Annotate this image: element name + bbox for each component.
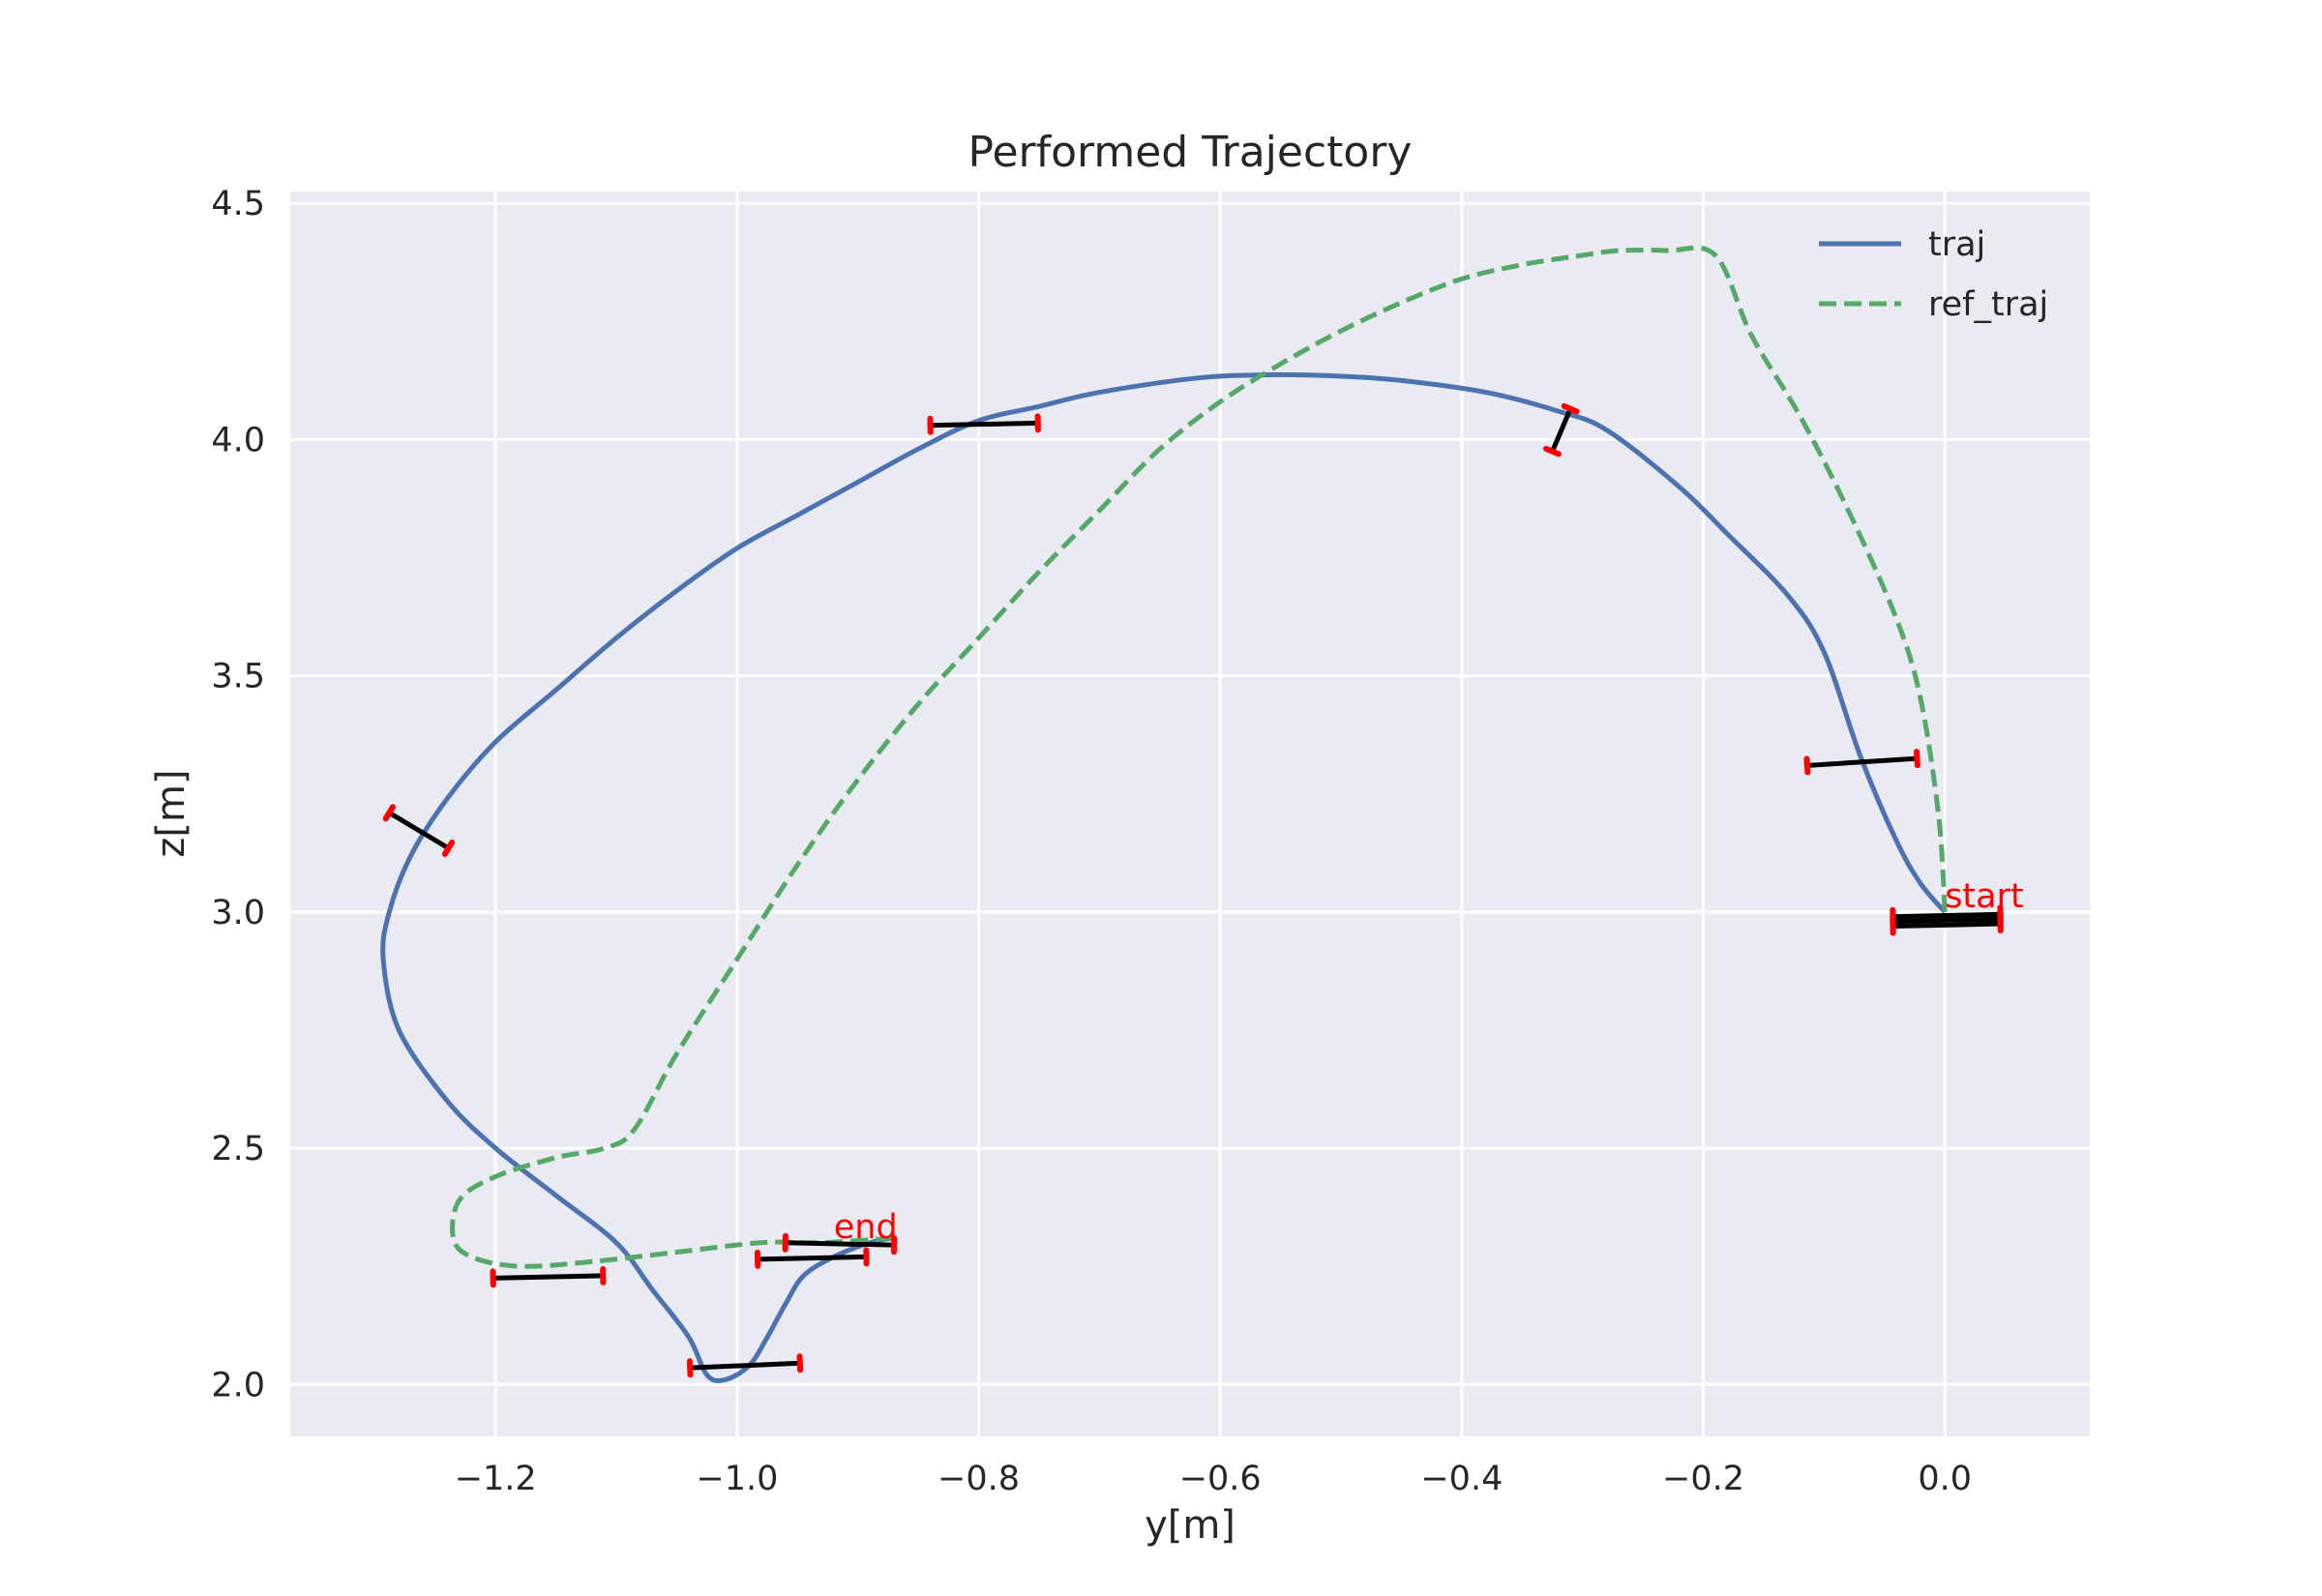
- grid: [290, 192, 2090, 1436]
- x-tick-label: 0.0: [1918, 1460, 1972, 1498]
- attitude-bar: [755, 1254, 869, 1262]
- y-tick-label: 3.0: [211, 894, 265, 932]
- attitude-tip: [1914, 749, 1920, 769]
- attitude-bar: [1890, 911, 2004, 920]
- y-tick-label: 4.0: [211, 421, 265, 459]
- y-tick-labels: 2.0 2.5 3.0 3.5 4.0 4.5: [211, 185, 265, 1404]
- series-line-ref-traj: [450, 245, 1948, 1269]
- x-tick-label: −0.4: [1420, 1460, 1503, 1498]
- legend-traj-label: traj: [1928, 225, 1985, 264]
- attitude-bar: [491, 1273, 606, 1281]
- attitude-bar: [1549, 406, 1573, 455]
- series-layer: [380, 245, 1948, 1383]
- legend: traj ref_traj: [1819, 225, 2048, 324]
- y-tick-label: 2.5: [211, 1130, 265, 1168]
- y-tick-label: 4.5: [211, 185, 265, 223]
- y-axis-label: z[m]: [149, 769, 194, 857]
- attitude-tip: [441, 839, 456, 857]
- attitude-bar: [1804, 755, 1920, 768]
- series-line-traj: [380, 371, 1948, 1383]
- x-axis-label: y[m]: [1145, 1503, 1235, 1548]
- x-tick-label: −0.6: [1179, 1460, 1262, 1498]
- attitude-tip: [686, 1358, 694, 1378]
- x-tick-label: −1.0: [696, 1460, 778, 1498]
- attitude-tip: [1543, 445, 1562, 458]
- attitude-tip: [796, 1353, 804, 1374]
- attitude-tip: [1803, 755, 1811, 776]
- annotation-start: start: [1945, 877, 2024, 916]
- attitude-markers: [382, 402, 2004, 1378]
- attitude-bar: [1890, 916, 2004, 925]
- attitude-bar: [386, 810, 452, 851]
- x-tick-label: −0.2: [1662, 1460, 1744, 1498]
- x-tick-labels: −1.2 −1.0 −0.8 −0.6 −0.4 −0.2 0.0: [455, 1460, 1972, 1498]
- x-tick-label: −1.2: [455, 1460, 537, 1498]
- y-tick-label: 2.0: [211, 1366, 265, 1404]
- attitude-bar: [1890, 921, 2004, 930]
- x-tick-label: −0.8: [938, 1460, 1020, 1498]
- attitude-bar: [928, 420, 1041, 429]
- attitude-tip: [1561, 402, 1580, 415]
- annotations: start end: [834, 877, 2024, 1247]
- y-tick-label: 3.5: [211, 658, 265, 696]
- annotation-end: end: [834, 1208, 898, 1247]
- attitude-bar: [783, 1240, 897, 1248]
- attitude-tip: [382, 804, 396, 822]
- chart-title: Performed Trajectory: [968, 128, 1413, 177]
- legend-ref-traj-label: ref_traj: [1928, 285, 2048, 324]
- attitude-bar: [687, 1360, 803, 1371]
